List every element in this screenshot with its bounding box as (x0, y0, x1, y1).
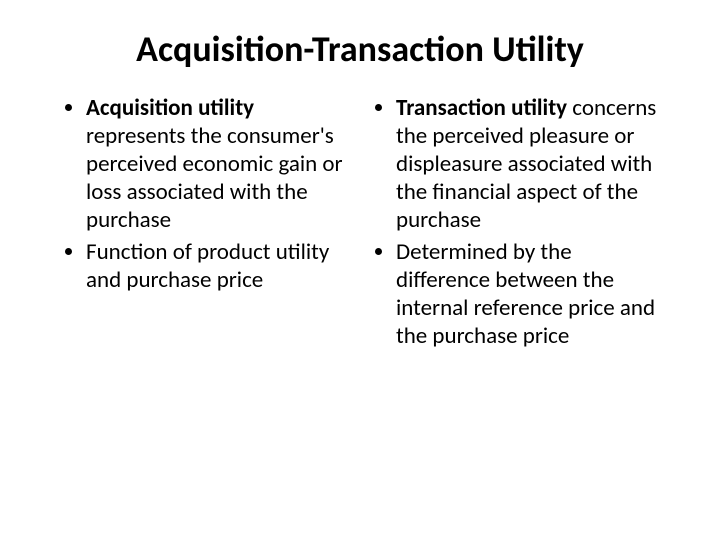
left-item-1: Acquisition utility represents the consu… (86, 94, 350, 234)
slide-title: Acquisition-Transaction Utility (60, 30, 660, 70)
right-column: Transaction utility concerns the perceiv… (370, 94, 660, 354)
left-item-1-rest: represents the consumer's perceived econ… (86, 122, 343, 234)
slide: Acquisition-Transaction Utility Acquisit… (0, 0, 720, 540)
right-item-1: Transaction utility concerns the perceiv… (396, 94, 660, 234)
left-column: Acquisition utility represents the consu… (60, 94, 350, 354)
content-columns: Acquisition utility represents the consu… (60, 94, 660, 354)
left-item-2: Function of product utility and purchase… (86, 238, 350, 294)
left-item-1-bold: Acquisition utility (86, 94, 254, 122)
left-list: Acquisition utility represents the consu… (60, 94, 350, 294)
right-item-1-bold: Transaction utility (396, 94, 567, 122)
right-list: Transaction utility concerns the perceiv… (370, 94, 660, 350)
right-item-2: Determined by the difference between the… (396, 238, 660, 350)
